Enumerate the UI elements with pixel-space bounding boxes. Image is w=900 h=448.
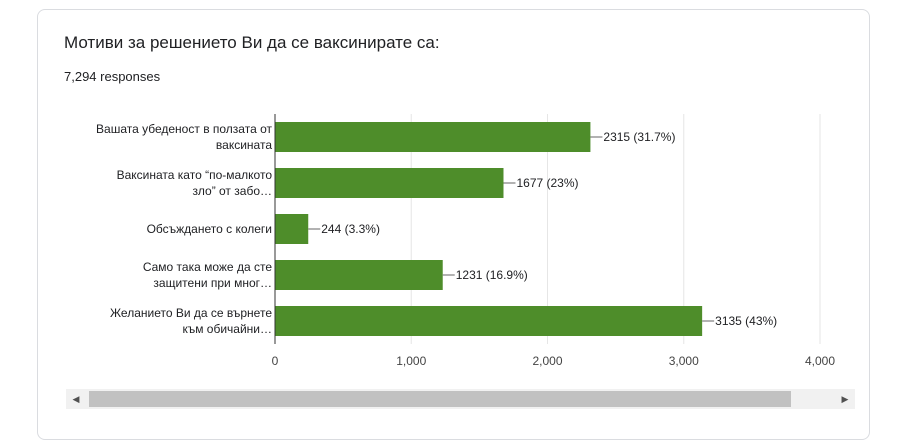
x-tick-label: 0: [272, 354, 279, 368]
bar: [275, 122, 591, 152]
x-tick-label: 4,000: [805, 354, 835, 368]
chart-card: [37, 9, 870, 440]
category-label: Обсъждането с колеги: [147, 222, 272, 236]
scroll-right-icon[interactable]: ▶: [841, 393, 849, 404]
bar: [275, 306, 703, 336]
response-count: 7,294 responses: [64, 69, 161, 84]
data-label: 1231 (16.9%): [456, 268, 528, 282]
bar: [275, 168, 504, 198]
data-label: 3135 (43%): [715, 314, 777, 328]
category-label: Само така може да сте защитени при мног…: [143, 260, 272, 290]
x-tick-label: 1,000: [396, 354, 426, 368]
bar: [275, 260, 443, 290]
scroll-thumb[interactable]: [89, 391, 791, 407]
data-label: 244 (3.3%): [321, 222, 380, 236]
scroll-left-icon[interactable]: ◀: [72, 393, 80, 404]
horizontal-scrollbar[interactable]: ◀ ▶: [66, 389, 855, 409]
category-label: Ваксината като “по-малкото зло” от забо…: [117, 168, 273, 198]
x-tick-label: 2,000: [532, 354, 562, 368]
category-label: Вашата убеденост в ползата от ваксината: [96, 122, 272, 152]
category-label: Желанието Ви да се върнете към обичайни…: [110, 306, 272, 336]
data-label: 2315 (31.7%): [603, 130, 675, 144]
x-tick-label: 3,000: [669, 354, 699, 368]
bar: [275, 214, 309, 244]
chart-title: Мотиви за решението Ви да се ваксинирате…: [64, 33, 440, 52]
data-label: 1677 (23%): [516, 176, 578, 190]
